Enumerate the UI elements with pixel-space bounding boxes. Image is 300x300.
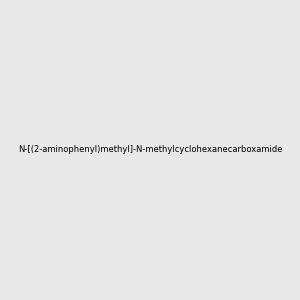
Text: N-[(2-aminophenyl)methyl]-N-methylcyclohexanecarboxamide: N-[(2-aminophenyl)methyl]-N-methylcycloh…: [18, 146, 282, 154]
